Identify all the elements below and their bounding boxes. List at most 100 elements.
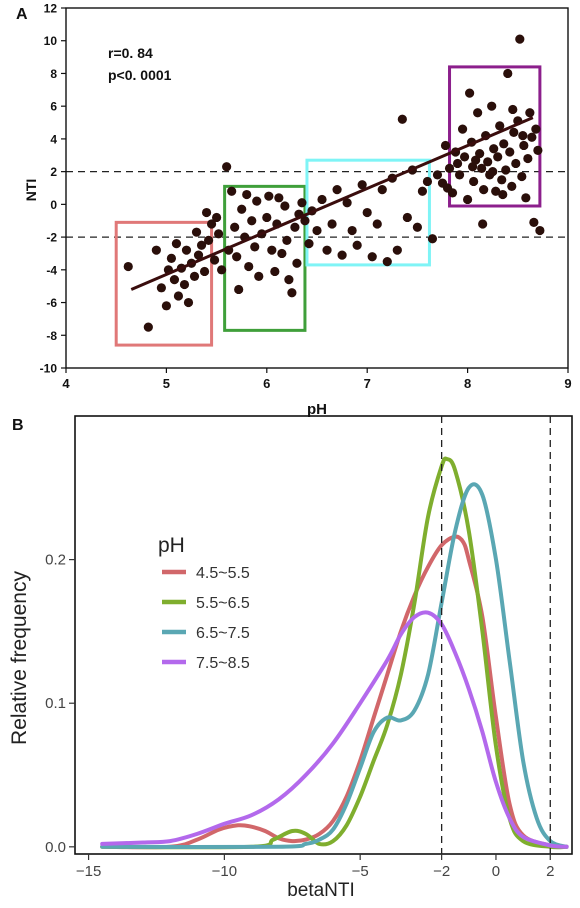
- panel-a-point-4: [161, 301, 171, 311]
- panel-a-point-40: [254, 271, 264, 281]
- panel-a-point-7: [169, 275, 180, 285]
- panel-a-point-135: [508, 104, 518, 115]
- panel-a-point-25: [214, 229, 224, 239]
- panel-a-point-130: [533, 145, 543, 155]
- panel-b-legend-label-1: 5.5~6.5: [196, 595, 250, 612]
- panel-a-point-82: [422, 176, 433, 187]
- panel-a-point-101: [475, 149, 485, 159]
- panel-b-y-tick-label-0: 0.0: [45, 839, 66, 856]
- panel-a-point-96: [465, 88, 475, 98]
- panel-a-point-73: [377, 185, 387, 195]
- panel-a-point-81: [417, 186, 428, 196]
- panel-b-x-tick-label-2: −5: [352, 863, 369, 880]
- panel-b-legend-label-2: 6.5~7.5: [196, 625, 250, 642]
- panel-a-point-63: [327, 219, 337, 229]
- panel-a-point-93: [457, 124, 468, 134]
- panel-a-point-61: [317, 194, 327, 205]
- panel-a-point-123: [519, 140, 529, 151]
- panel-a-points: [123, 34, 545, 332]
- panel-a-y-tick-label-3: -4: [46, 263, 57, 277]
- panel-a-point-3: [156, 283, 166, 293]
- panel-a-box-1: [223, 184, 307, 332]
- panel-a-trendline: [130, 116, 534, 291]
- panel-a-point-42: [262, 212, 272, 223]
- panel-a-point-109: [491, 186, 501, 196]
- panel-a-x-tick-label-0: 4: [62, 376, 70, 391]
- panel-a-point-35: [242, 189, 252, 200]
- panel-a-point-2: [151, 245, 161, 255]
- panel-a-trendline-line: [130, 116, 534, 291]
- panel-b-series-line-1: [100, 456, 569, 850]
- panel-b-legend-label-0: 4.5~5.5: [196, 565, 250, 582]
- panel-a-point-92: [454, 170, 465, 180]
- panel-a-point-8: [171, 239, 182, 249]
- panel-b-x-tick-label-1: −10: [212, 863, 237, 880]
- panel-b-y-tick-label-2: 0.2: [45, 552, 66, 569]
- panel-a-point-117: [507, 181, 517, 191]
- panel-a-box-2: [305, 158, 431, 267]
- panel-a-point-6: [166, 253, 177, 263]
- panel-b-reference-lines: [440, 416, 551, 854]
- panel-a-point-70: [362, 207, 372, 218]
- panel-a-annotation-r: r=0. 84: [108, 45, 153, 61]
- panel-a-point-17: [193, 250, 204, 260]
- panel-b-plot-frame: [74, 415, 573, 855]
- panel-a-point-54: [292, 258, 302, 268]
- panel-a-point-49: [280, 201, 290, 211]
- panel-a-box-0: [114, 220, 214, 347]
- panel-a-point-114: [501, 165, 511, 175]
- panel-b-series-line-0: [100, 534, 569, 850]
- panel-a-point-60: [312, 225, 322, 236]
- panel-a-point-39: [252, 196, 262, 206]
- panel-a-y-tick-label-8: 6: [50, 100, 57, 114]
- panel-a-point-52: [287, 288, 297, 298]
- panel-a-point-129: [531, 124, 541, 134]
- panel-a-point-23: [209, 255, 220, 265]
- panel-a-y-tick-label-1: -8: [46, 329, 57, 343]
- panel-a-annotation-p: p<0. 0001: [108, 67, 172, 83]
- panel-b-x-tick-label-4: 0: [492, 863, 500, 880]
- panel-a-y-tick-label-7: 4: [50, 132, 57, 146]
- panel-b-x-tick-label-0: −15: [76, 863, 101, 880]
- panel-a-point-11: [179, 279, 190, 290]
- panel-a-point-136: [518, 131, 528, 141]
- panel-a-y-tick-label-2: -6: [46, 296, 57, 310]
- panel-a-point-50: [282, 235, 292, 245]
- panel-a-point-64: [332, 185, 342, 195]
- panel-a-point-72: [372, 219, 382, 229]
- panel-a-point-68: [352, 240, 362, 250]
- panel-a-point-66: [342, 198, 352, 208]
- panel-b-y-axis-label: Relative frequency: [8, 571, 31, 745]
- panel-a-point-65: [337, 250, 347, 260]
- panel-b-label: B: [12, 417, 24, 434]
- panel-a-point-121: [515, 34, 525, 44]
- panel-a-point-43: [264, 191, 274, 201]
- panel-a-point-83: [427, 234, 438, 244]
- panel-a-point-67: [347, 225, 357, 236]
- panel-a-point-20: [201, 207, 212, 218]
- panel-a-point-89: [447, 188, 458, 198]
- panel-a-point-94: [459, 152, 470, 162]
- panel-a-point-21: [203, 235, 214, 245]
- panel-a-point-69: [357, 180, 367, 190]
- panel-a-ph-boxes: [114, 65, 542, 347]
- panel-a-point-56: [297, 198, 307, 208]
- panel-a-point-125: [523, 153, 533, 164]
- panel-a-point-116: [505, 147, 515, 157]
- panel-a-point-47: [274, 193, 284, 203]
- panel-a-point-19: [199, 266, 210, 277]
- panel-a-y-tick-label-0: -10: [40, 362, 58, 376]
- panel-a-point-91: [452, 158, 463, 169]
- panel-a-point-53: [290, 222, 300, 232]
- panel-a-y-tick-label-11: 12: [44, 2, 58, 16]
- panel-a-point-100: [473, 108, 483, 118]
- panel-a-point-133: [488, 167, 498, 177]
- panel-a-point-88: [444, 163, 455, 173]
- panel-a-point-80: [412, 222, 422, 232]
- panel-b-series-line-3: [100, 610, 569, 849]
- panel-a-y-tick-label-10: 10: [44, 34, 58, 48]
- panel-a-point-44: [267, 245, 277, 255]
- panel-a-box-3: [448, 65, 542, 208]
- panel-b-legend: pH 4.5~5.5 5.5~6.5 6.5~7.5 7.5~8.5: [158, 534, 250, 672]
